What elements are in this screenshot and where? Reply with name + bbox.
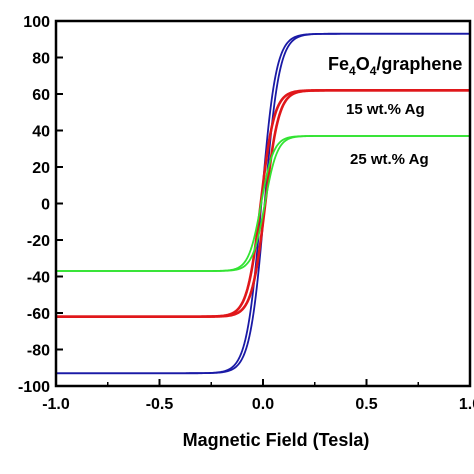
x-tick-label: -1.0	[42, 396, 70, 413]
x-tick-label: -0.5	[146, 396, 174, 413]
annotation-15wt-ag: 15 wt.% Ag	[346, 101, 425, 118]
x-tick-label: 0.0	[252, 396, 274, 413]
series-line-ag15	[56, 89, 470, 318]
annotation-sub1-text: 4	[349, 64, 356, 78]
x-tick-label: 1.0	[459, 396, 474, 413]
x-tick-label: 0.5	[355, 396, 377, 413]
plot-frame	[54, 19, 472, 388]
y-tick-label: -60	[27, 306, 50, 323]
series-line-fe3o4	[56, 32, 470, 375]
x-axis-title: Magnetic Field (Tesla)	[183, 430, 370, 450]
y-axis: -100 -80 -60 -40 -20 0 20 40 60 80 100	[18, 14, 63, 396]
annotation-graphene-text: /graphene	[376, 54, 462, 74]
y-tick-label: 100	[23, 14, 50, 31]
y-tick-label: -80	[27, 343, 50, 360]
y-tick-label: 0	[41, 197, 50, 214]
y-tick-label: -20	[27, 233, 50, 250]
y-tick-label: 80	[32, 51, 50, 68]
y-tick-label: -100	[18, 379, 50, 396]
y-tick-label: 20	[32, 160, 50, 177]
series-line-fe3o4	[56, 32, 470, 375]
annotation-o-text: O	[356, 54, 370, 74]
y-tick-label: 40	[32, 124, 50, 141]
series-line-ag15	[56, 89, 470, 318]
y-tick-label: -40	[27, 270, 50, 287]
annotation-sub2-text: 4	[370, 64, 377, 78]
series-group	[56, 32, 470, 375]
annotation-fe3o4-graphene: Fe4O4/graphene	[328, 54, 462, 78]
series-line-ag25	[56, 135, 470, 272]
x-axis: -1.0 -0.5 0.0 0.5 1.0	[42, 379, 474, 413]
annotation-25wt-ag: 25 wt.% Ag	[350, 151, 429, 168]
annotation-fe-text: Fe	[328, 54, 349, 74]
y-tick-label: 60	[32, 87, 50, 104]
